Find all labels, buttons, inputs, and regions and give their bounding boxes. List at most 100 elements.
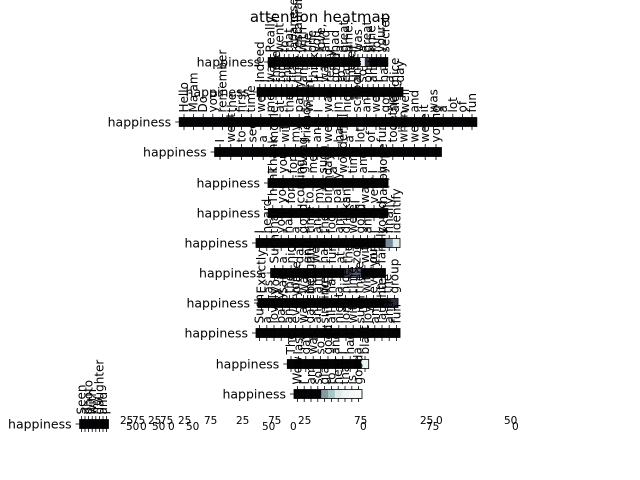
token-label: photo: [82, 380, 96, 415]
token-label: a: [351, 347, 365, 354]
token-label: hope: [376, 144, 390, 174]
heatmap-cell: [314, 208, 324, 218]
heatmap-cell: [272, 298, 280, 308]
token-label: the: [317, 214, 331, 234]
heatmap-cell: [467, 117, 478, 127]
stray-tick-label: 50: [186, 421, 199, 433]
token-label: a: [436, 105, 450, 112]
heatmap-cell: [328, 328, 336, 338]
heatmap-cell: [338, 87, 344, 97]
token-label: last: [291, 333, 305, 355]
token-label: had: [317, 241, 331, 264]
token-label: I: [336, 351, 350, 355]
token-label: a: [356, 45, 370, 52]
token-label: the: [342, 244, 356, 264]
token-label: and: [301, 241, 315, 264]
token-label: as: [262, 280, 276, 294]
heatmap-cell: [352, 117, 362, 127]
stray-tick-label: 25: [120, 415, 133, 427]
token-label: and: [359, 90, 373, 113]
heatmap-cell: [364, 57, 370, 67]
token-label: to: [235, 130, 249, 142]
heatmap-cell: [277, 57, 283, 67]
token-label: with: [360, 268, 374, 293]
token-label: beautiful: [304, 240, 318, 293]
heatmap-cell: [313, 117, 324, 127]
token-label: Exactly: [255, 250, 269, 294]
panel-frame: [270, 268, 386, 278]
heatmap-cell: [365, 147, 377, 157]
heatmap-cell: [295, 208, 306, 218]
heatmap-cell: [294, 389, 302, 399]
heatmap-cell: [278, 87, 285, 97]
heatmap-cell: [378, 328, 386, 338]
stray-tick-label: 50: [262, 421, 275, 433]
heatmap-cell: [324, 359, 332, 369]
token-label: when: [397, 110, 411, 142]
heatmap-cell: [348, 87, 355, 97]
heatmap-cell: [386, 87, 393, 97]
heatmap-cell: [308, 178, 319, 188]
heatmap-cell: [377, 298, 385, 308]
heatmap-cell: [364, 238, 372, 248]
token-label: and: [368, 301, 382, 324]
token-label: Indeed: [253, 41, 267, 82]
heatmap-cell: [313, 238, 322, 248]
token-label: I: [368, 230, 382, 234]
heatmap-cell: [268, 57, 274, 67]
heatmap-cell: [270, 238, 278, 248]
heatmap-cell: [332, 117, 343, 127]
heatmap-cell: [291, 57, 297, 67]
heatmap-cell: [374, 57, 379, 67]
heatmap-cell: [286, 298, 294, 308]
heatmap-row: happinessThankyouforcomingtomybirthdaypa…: [197, 153, 390, 221]
stray-tick-label: 25: [178, 415, 191, 427]
token-label: daughter: [92, 360, 106, 415]
heatmap-cell: [378, 238, 386, 248]
heatmap-cell: [327, 87, 333, 97]
heatmap-cell: [448, 117, 458, 127]
heatmap-cell: [257, 147, 269, 157]
token-label: had: [325, 271, 339, 294]
heatmap-cell: [344, 268, 353, 278]
heatmap-cell: [247, 147, 259, 157]
heatmap-cell: [306, 328, 314, 338]
token-label: love,: [314, 24, 328, 53]
heatmap-cell: [305, 208, 315, 218]
token-label: party: [274, 292, 288, 324]
panel-frame: [257, 298, 399, 308]
token-label: heard: [260, 199, 274, 234]
heatmap-cell: [346, 359, 355, 369]
token-label: hear: [331, 357, 345, 384]
token-label: place: [290, 261, 304, 293]
stray-tick-label: 0: [436, 415, 443, 427]
heatmap-cell: [359, 87, 366, 97]
heatmap-cell: [90, 419, 95, 429]
token-label: we: [321, 125, 335, 142]
stray-tick-label: 50: [152, 421, 165, 433]
token-label: we: [309, 246, 323, 263]
heatmap-cell: [311, 87, 317, 97]
heatmap-cell: [303, 268, 312, 278]
token-label: everyone: [367, 237, 381, 293]
panel-frame: [79, 419, 109, 429]
token-label: night: [332, 292, 346, 323]
token-label: fun: [465, 93, 479, 112]
heatmap-cell: [322, 147, 334, 157]
heatmap-cell: [333, 147, 345, 157]
token-label: lot: [446, 97, 460, 113]
token-label: fun: [389, 304, 403, 323]
token-label: a: [326, 166, 340, 173]
heatmap-cell: [360, 268, 370, 278]
row-label: happiness: [216, 357, 280, 372]
heatmap-cell: [286, 57, 292, 67]
token-label: birthday: [321, 153, 335, 203]
heatmap-cell: [390, 117, 401, 127]
heatmap-cell: [318, 178, 329, 188]
heatmap-cell: [306, 238, 314, 248]
heatmap-cell: [323, 117, 334, 127]
token-label: high: [340, 86, 354, 112]
token-label: glad: [318, 359, 332, 385]
token-label: and: [366, 60, 380, 83]
